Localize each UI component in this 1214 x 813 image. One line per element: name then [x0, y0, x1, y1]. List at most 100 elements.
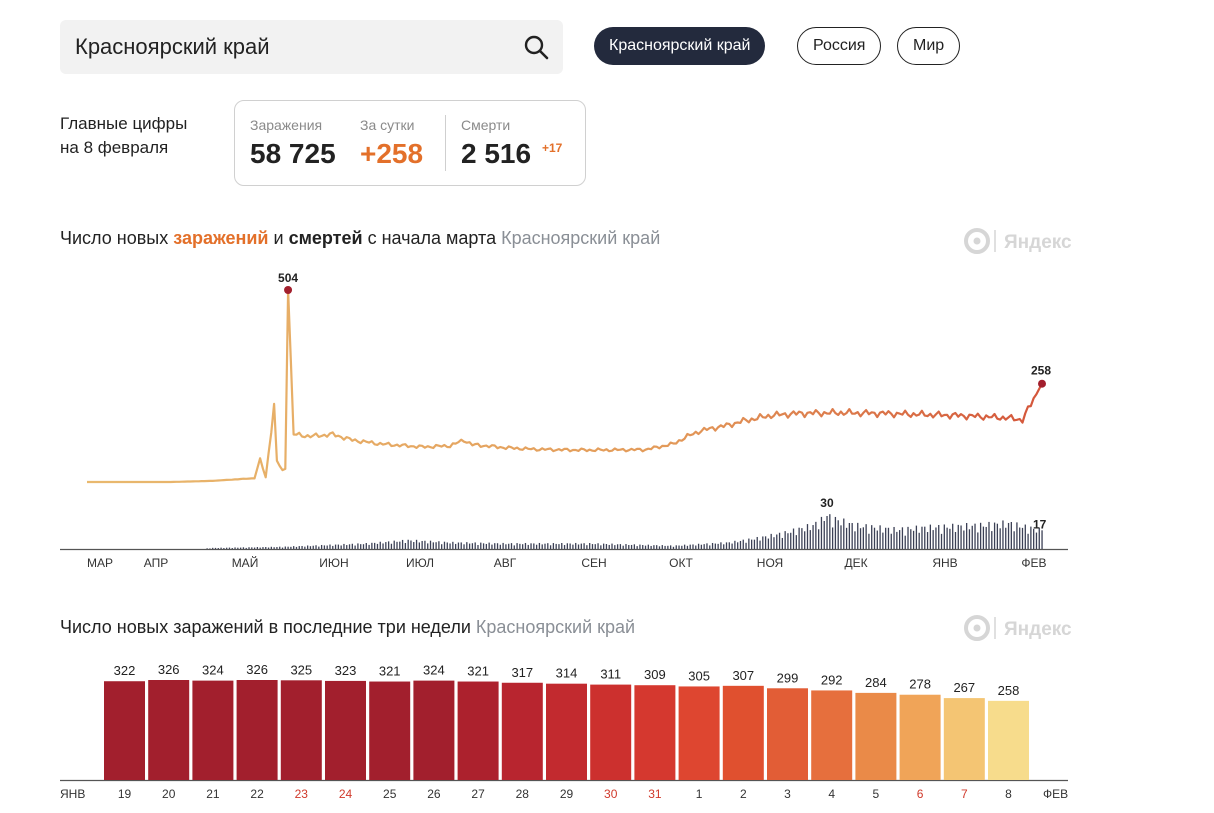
day-tick-label: 31 [648, 787, 662, 801]
month-tick-label: МАР [87, 556, 113, 570]
yandex-logo-2: Яндекс [964, 615, 1072, 641]
region-tab-russia[interactable]: Россия [797, 27, 882, 65]
deaths-bar [963, 530, 965, 549]
deaths-bar [910, 529, 912, 549]
deaths-bar [457, 542, 460, 549]
day-tick-label: 7 [961, 787, 968, 801]
deaths-bar [1002, 520, 1004, 549]
deaths-bar [675, 545, 677, 549]
month-tick-label: АВГ [494, 556, 517, 570]
deaths-bar [410, 540, 412, 549]
month-tick-label: ИЮЛ [406, 556, 434, 570]
deaths-bar [898, 530, 901, 549]
infections-peak-label: 504 [278, 271, 298, 285]
infections-label: Заражения [250, 117, 323, 133]
day-tick-label: 25 [383, 787, 397, 801]
deaths-bar [273, 547, 275, 549]
deaths-bar [494, 543, 496, 549]
deaths-bar [519, 543, 521, 549]
deaths-bar [700, 544, 703, 549]
chart1-title-part3: и [268, 228, 289, 248]
deaths-bar [890, 533, 892, 549]
deaths-bar [223, 547, 225, 549]
deaths-bar [1013, 531, 1015, 549]
deaths-bar [415, 539, 418, 549]
chart1-title-deaths: смертей [288, 228, 363, 248]
deaths-bar [731, 543, 733, 549]
deaths-bar [597, 543, 599, 549]
deaths-bar [940, 533, 943, 549]
deaths-bar [209, 548, 211, 549]
bar-value-label: 317 [511, 665, 533, 680]
deaths-bar [376, 543, 379, 549]
month-tick-label: ЯНВ [932, 556, 957, 570]
deaths-bar [611, 543, 613, 549]
deaths-bar [429, 540, 432, 549]
infections-last-label: 258 [1031, 364, 1051, 378]
deaths-bar [644, 545, 647, 549]
stats-divider [445, 115, 446, 171]
deaths-bar [843, 518, 845, 549]
month-tick-label: ИЮН [319, 556, 348, 570]
deaths-bar [776, 534, 778, 549]
search-field[interactable]: Красноярский край [60, 20, 563, 74]
day-bar [722, 685, 764, 780]
deaths-bar [848, 522, 851, 549]
day-bar [325, 680, 366, 780]
deaths-bar [946, 527, 948, 549]
bar-value-label: 321 [379, 664, 401, 679]
search-input[interactable]: Красноярский край [75, 34, 270, 59]
deaths-bar [725, 542, 728, 549]
deaths-bar [276, 547, 278, 549]
region-tab-krasnoyarsk[interactable]: Красноярский край [594, 27, 766, 65]
deaths-bar [647, 544, 649, 549]
deaths-bar [387, 541, 390, 549]
deaths-bar [865, 524, 867, 549]
deaths-bar [544, 543, 546, 549]
chart1-title-infections: заражений [173, 228, 269, 248]
deaths-bar [885, 527, 887, 549]
deaths-bar [862, 527, 864, 549]
deaths-bar [737, 542, 739, 549]
day-bar [104, 681, 145, 780]
deaths-bar [1035, 532, 1038, 549]
bar-value-label: 292 [821, 672, 843, 687]
month-tick-label: АПР [144, 556, 169, 570]
deaths-value: 2 516 [461, 138, 532, 169]
deaths-bar [871, 525, 873, 549]
deaths-bar [379, 541, 381, 549]
deaths-bar [929, 524, 932, 549]
bar-value-label: 323 [335, 663, 357, 678]
day-bar [280, 680, 322, 780]
deaths-bar [614, 545, 616, 549]
deaths-bar [971, 525, 973, 549]
deaths-bar [326, 545, 328, 549]
deaths-bar [343, 543, 345, 549]
deaths-bar [575, 542, 577, 549]
day-tick-label: 28 [516, 787, 530, 801]
deaths-bar [921, 526, 923, 549]
day-tick-label: 4 [828, 787, 835, 801]
deaths-bar [360, 544, 362, 549]
deaths-bar [952, 523, 954, 549]
three-weeks-bar-chart: 3221932620324213262232523323243212532426… [60, 662, 1068, 801]
chart1-title-region: Красноярский край [501, 228, 661, 248]
region-tab-world[interactable]: Мир [897, 27, 961, 65]
deaths-bar [1021, 527, 1024, 549]
deaths-bar [401, 539, 404, 549]
month-start-label: ЯНВ [60, 787, 85, 801]
deaths-bar [907, 526, 909, 549]
deaths-bar [371, 542, 373, 549]
bar-value-label: 325 [290, 662, 312, 677]
deaths-bar [806, 524, 809, 549]
day-tick-label: 1 [696, 787, 703, 801]
bar-value-label: 305 [688, 668, 710, 683]
deaths-bar [837, 520, 839, 549]
search-icon[interactable] [523, 34, 549, 60]
deaths-bar [633, 544, 636, 549]
day-tick-label: 21 [206, 787, 220, 801]
deaths-bar [692, 544, 694, 549]
deaths-bar [281, 547, 284, 549]
deaths-bar [212, 547, 214, 549]
deaths-bar [996, 523, 999, 549]
